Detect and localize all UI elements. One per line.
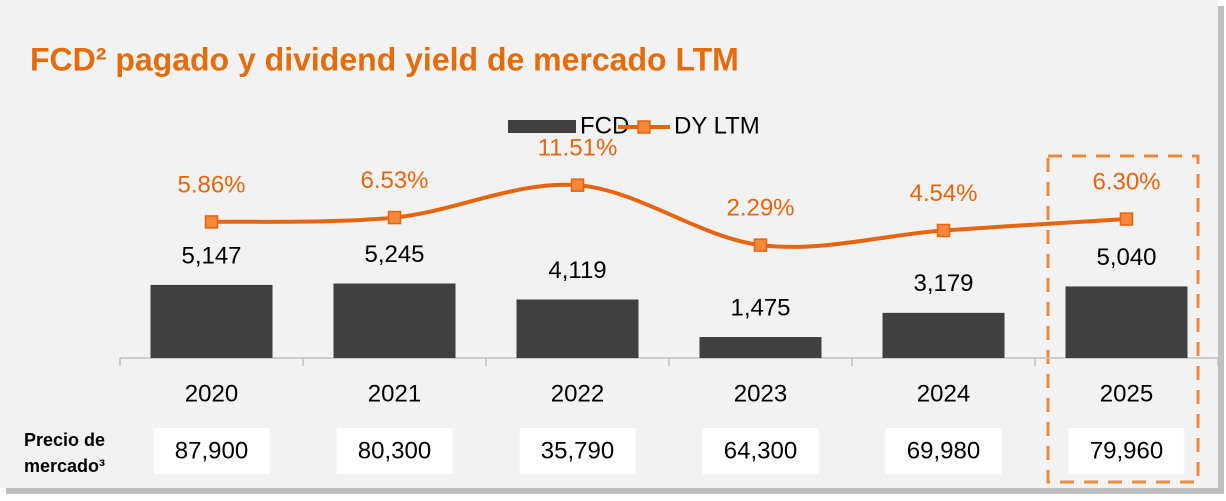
- legend-swatch: [508, 120, 576, 133]
- chart-title: FCD² pagado y dividend yield de mercado …: [30, 41, 739, 77]
- bar-value-label: 4,119: [548, 257, 606, 284]
- bar: [516, 299, 639, 358]
- highlight-box: [1046, 154, 1200, 484]
- x-tick-label: 2025: [1100, 380, 1153, 407]
- dy-marker: [753, 238, 768, 252]
- dy-marker: [387, 210, 402, 225]
- price-cell: [519, 428, 636, 474]
- price-value: 80,300: [358, 437, 431, 464]
- bar-value-label: 5,147: [181, 242, 241, 269]
- x-tick-label: 2024: [917, 380, 970, 407]
- x-tick-label: 2022: [551, 380, 604, 407]
- x-tick-label: 2020: [185, 380, 238, 407]
- legend-marker: [637, 120, 651, 134]
- bar: [150, 284, 273, 358]
- x-tick-label: 2021: [368, 380, 421, 407]
- price-row-label: Precio de: [24, 430, 105, 450]
- bar: [699, 337, 822, 358]
- dy-value-label: 6.30%: [1092, 168, 1160, 195]
- dy-marker: [936, 223, 951, 238]
- price-cell: [336, 428, 453, 474]
- dy-value-label: 11.51%: [538, 135, 618, 162]
- dy-value-label: 6.53%: [360, 167, 428, 194]
- dy-value-label: 2.29%: [726, 194, 794, 221]
- bar-value-label: 3,179: [913, 270, 973, 297]
- price-value: 69,980: [907, 437, 980, 464]
- dy-marker: [204, 215, 219, 229]
- bar-value-label: 1,475: [730, 294, 790, 321]
- price-value: 79,960: [1090, 437, 1163, 464]
- bar-value-label: 5,040: [1096, 244, 1156, 271]
- bar: [333, 283, 456, 358]
- price-cell: [702, 428, 819, 474]
- dy-value-label: 5.86%: [177, 171, 245, 198]
- dy-value-label: 4.54%: [909, 180, 977, 207]
- price-cell: [885, 428, 1002, 474]
- price-value: 87,900: [175, 437, 248, 464]
- bar-value-label: 5,245: [364, 241, 424, 268]
- background: [0, 0, 1218, 488]
- dy-marker: [570, 178, 585, 192]
- bar: [1065, 286, 1188, 358]
- price-row-label: mercado³: [24, 456, 105, 476]
- dy-marker: [1119, 212, 1134, 226]
- x-tick-label: 2023: [734, 380, 787, 407]
- bar: [882, 312, 1005, 358]
- price-cell: [1068, 428, 1185, 474]
- legend-label: DY LTM: [674, 112, 760, 139]
- price-value: 64,300: [724, 437, 797, 464]
- price-cell: [153, 428, 270, 474]
- price-value: 35,790: [541, 437, 614, 464]
- dy-line: [211, 182, 1127, 249]
